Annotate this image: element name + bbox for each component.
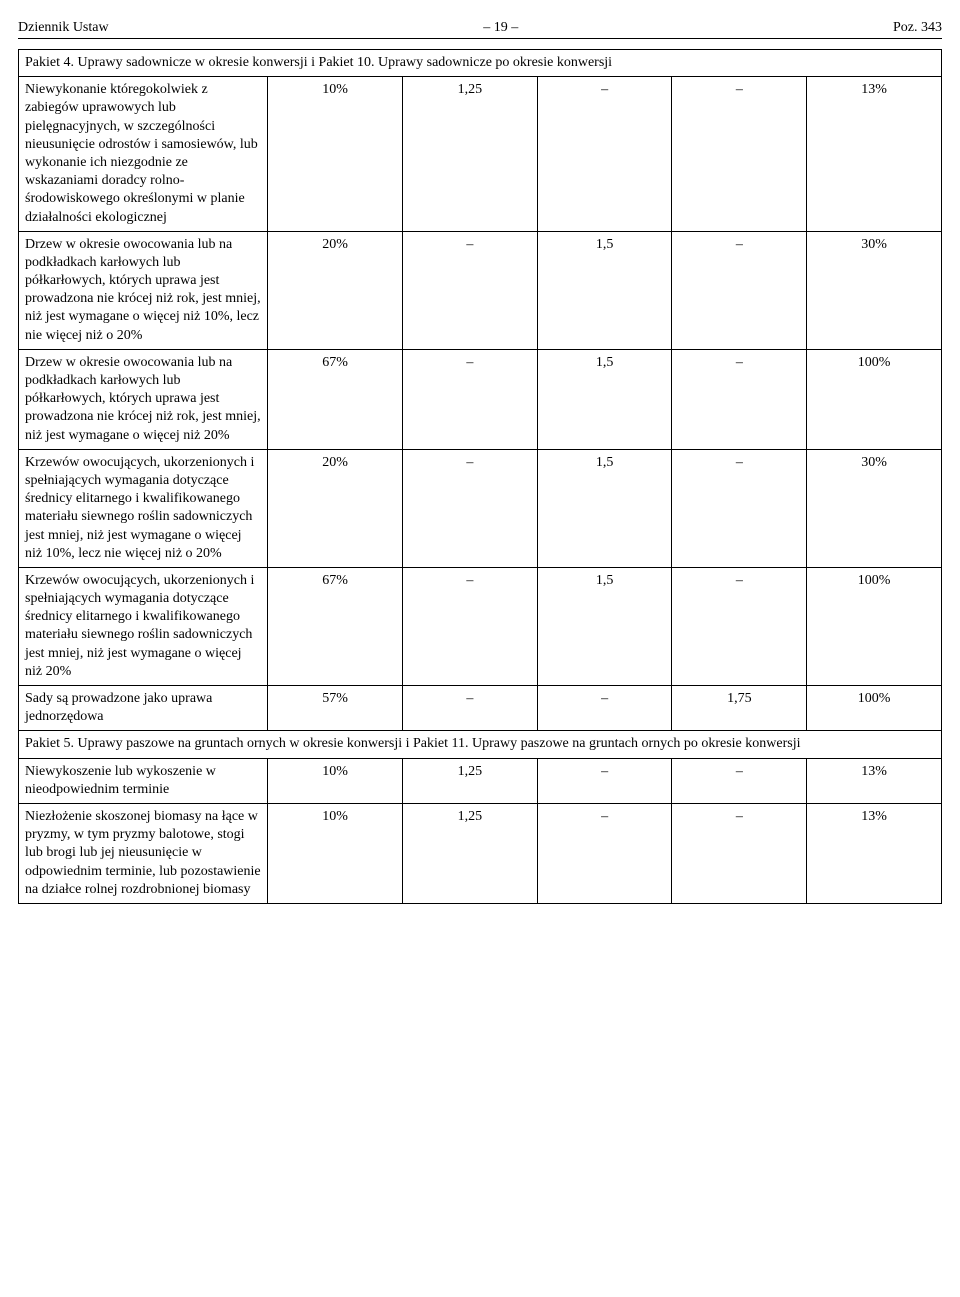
row-label: Drzew w okresie owocowania lub na podkła…: [19, 231, 268, 349]
row-value: 1,25: [402, 758, 537, 803]
row-value: 20%: [268, 449, 403, 567]
row-label: Drzew w okresie owocowania lub na podkła…: [19, 349, 268, 449]
row-value: 10%: [268, 758, 403, 803]
row-value: –: [672, 77, 807, 232]
row-value: –: [402, 231, 537, 349]
row-label: Niezłożenie skoszonej biomasy na łące w …: [19, 803, 268, 903]
page-header: Dziennik Ustaw – 19 – Poz. 343: [18, 20, 942, 39]
row-value: 13%: [807, 77, 942, 232]
row-value: 10%: [268, 77, 403, 232]
row-value: 30%: [807, 231, 942, 349]
row-value: 1,75: [672, 686, 807, 731]
row-value: 10%: [268, 803, 403, 903]
row-value: –: [672, 758, 807, 803]
row-value: 1,25: [402, 803, 537, 903]
row-value: 100%: [807, 686, 942, 731]
row-value: –: [537, 77, 672, 232]
row-value: –: [672, 449, 807, 567]
section-heading: Pakiet 5. Uprawy paszowe na gruntach orn…: [19, 731, 942, 758]
row-value: –: [402, 567, 537, 685]
row-value: 100%: [807, 567, 942, 685]
row-value: 1,5: [537, 567, 672, 685]
row-value: –: [537, 803, 672, 903]
row-value: –: [402, 686, 537, 731]
row-value: 1,5: [537, 349, 672, 449]
header-center: – 19 –: [483, 20, 518, 36]
row-value: 20%: [268, 231, 403, 349]
row-value: 67%: [268, 567, 403, 685]
row-value: 1,25: [402, 77, 537, 232]
row-value: –: [672, 567, 807, 685]
section-heading: Pakiet 4. Uprawy sadownicze w okresie ko…: [19, 50, 942, 77]
row-value: 100%: [807, 349, 942, 449]
row-value: 57%: [268, 686, 403, 731]
row-value: 13%: [807, 803, 942, 903]
row-value: –: [672, 803, 807, 903]
row-value: 13%: [807, 758, 942, 803]
row-value: –: [672, 349, 807, 449]
header-left: Dziennik Ustaw: [18, 20, 109, 36]
row-value: 30%: [807, 449, 942, 567]
row-label: Krzewów owocujących, ukorzenionych i spe…: [19, 449, 268, 567]
row-label: Niewykonanie któregokolwiek z zabiegów u…: [19, 77, 268, 232]
row-label: Sady są prowadzone jako uprawa jednorzęd…: [19, 686, 268, 731]
row-value: –: [402, 449, 537, 567]
row-label: Niewykoszenie lub wykoszenie w nieodpowi…: [19, 758, 268, 803]
row-value: –: [672, 231, 807, 349]
row-value: –: [537, 758, 672, 803]
row-value: –: [537, 686, 672, 731]
main-table: Pakiet 4. Uprawy sadownicze w okresie ko…: [18, 49, 942, 904]
row-value: 1,5: [537, 231, 672, 349]
row-value: 67%: [268, 349, 403, 449]
header-right: Poz. 343: [893, 20, 942, 36]
row-value: –: [402, 349, 537, 449]
row-value: 1,5: [537, 449, 672, 567]
row-label: Krzewów owocujących, ukorzenionych i spe…: [19, 567, 268, 685]
